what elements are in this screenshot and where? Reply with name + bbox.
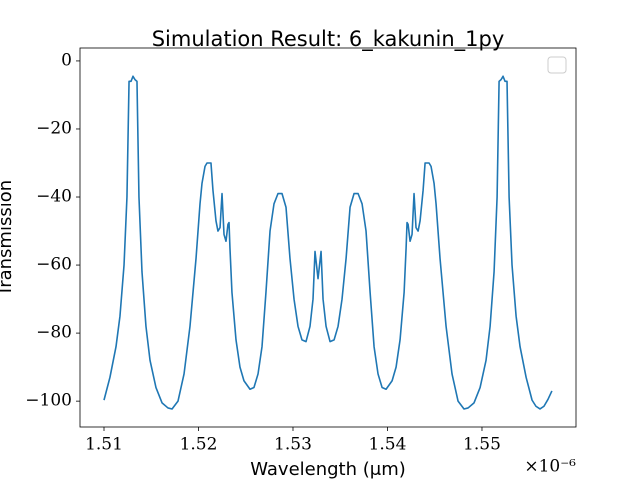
y-tick-label: −60 xyxy=(36,255,72,275)
y-tick-label: −20 xyxy=(36,118,72,138)
x-tick-label: 1.54 xyxy=(369,435,407,455)
x-axis-label: Wavelength (μm) xyxy=(250,459,406,480)
y-axis-label: Transmission xyxy=(0,180,16,297)
x-tick-label: 1.55 xyxy=(463,435,501,455)
x-tick-label: 1.53 xyxy=(274,435,312,455)
y-tick-label: 0 xyxy=(61,50,72,70)
y-tick-label: −80 xyxy=(36,323,72,343)
x-tick-label: 1.51 xyxy=(85,435,123,455)
axes-frame xyxy=(79,47,577,428)
y-tick-label: −100 xyxy=(25,391,72,411)
data-line xyxy=(103,75,553,410)
x-offset-label: ×10⁻⁶ xyxy=(524,457,576,477)
y-tick-label: −40 xyxy=(36,187,72,207)
x-tick-label: 1.52 xyxy=(180,435,218,455)
legend-box xyxy=(547,56,567,74)
